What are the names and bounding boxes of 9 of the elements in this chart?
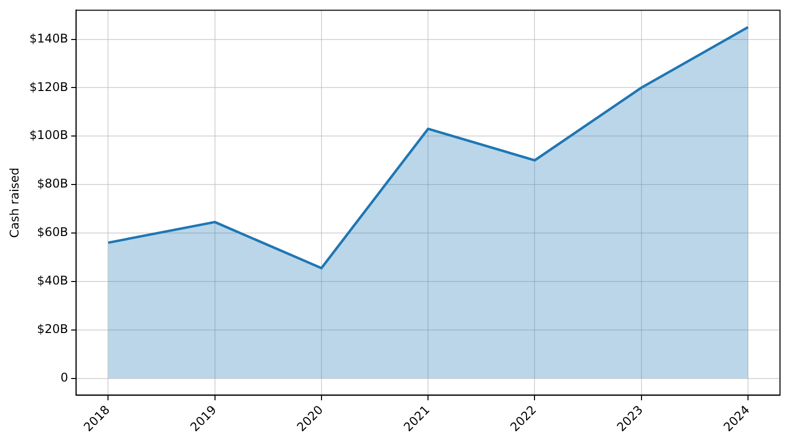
- y-tick-label: $20B: [37, 322, 68, 336]
- y-tick-label: $140B: [29, 31, 68, 46]
- y-axis-title: Cash raised: [7, 168, 22, 238]
- y-tick-label: $120B: [29, 80, 68, 94]
- y-tick-label: 0: [60, 370, 68, 384]
- y-tick-label: $80B: [37, 176, 68, 191]
- y-tick-label: $40B: [37, 274, 68, 288]
- y-tick-label: $60B: [37, 225, 68, 240]
- y-tick-label: $100B: [29, 128, 68, 142]
